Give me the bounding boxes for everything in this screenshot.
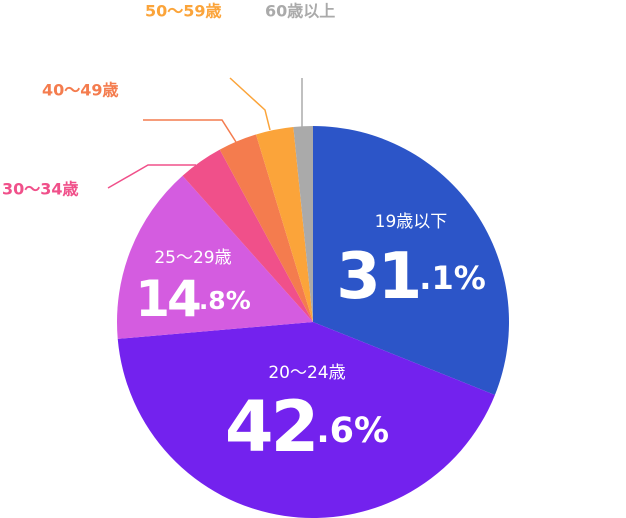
value-fraction: .8%	[199, 286, 251, 315]
value-fraction: .1%	[419, 259, 485, 297]
slice-category-label: 30～34歳	[2, 180, 79, 199]
pie-slice	[117, 175, 313, 339]
leader-line	[107, 164, 196, 189]
slice-category-label: 50～59歳	[145, 2, 222, 21]
slice-category-label: 20～24歳	[268, 363, 345, 383]
leader-line	[229, 77, 271, 131]
value-integer: 31	[336, 240, 419, 314]
slice-value-label: 31.1%	[336, 240, 486, 314]
slice-value-label: 14.8%	[135, 270, 251, 328]
value-integer: 14	[135, 270, 200, 328]
slice-category-label: 25～29歳	[154, 248, 231, 268]
pie-slice	[117, 322, 495, 518]
slice-value-label: 42.6%	[225, 386, 389, 468]
pie-slice	[182, 149, 313, 322]
leader-line	[143, 119, 237, 143]
pie-slice	[313, 126, 510, 395]
pie-slice	[256, 126, 313, 322]
slice-category-label: 19歳以下	[375, 212, 448, 232]
pie-slice	[293, 126, 313, 322]
slice-category-label: 60歳以上	[265, 2, 335, 21]
slice-category-label: 40～49歳	[42, 81, 119, 100]
value-fraction: .6%	[316, 411, 389, 451]
value-integer: 42	[225, 386, 316, 468]
pie-slice	[219, 134, 313, 322]
